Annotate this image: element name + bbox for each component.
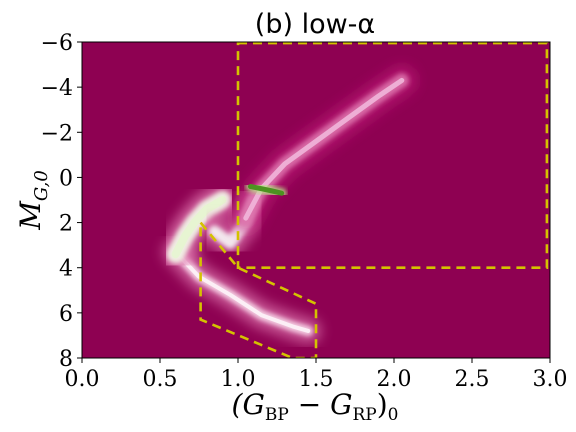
y-tick-label: 8 [59, 347, 73, 372]
x-axis-label: (GBP − GRP)0 [232, 388, 399, 425]
y-tick-label: 0 [59, 166, 73, 191]
y-tick-label: 4 [59, 257, 73, 282]
main-sequence-density [162, 238, 322, 344]
y-axis-ticks: −6 −4 −2 0 2 4 6 8 [41, 31, 82, 372]
x-tick-label: 3.0 [533, 367, 568, 392]
y-tick-label: −4 [41, 76, 73, 101]
y-tick-label: −2 [41, 121, 73, 146]
density-layer [158, 65, 417, 344]
y-axis-label: MG,0 [14, 170, 52, 231]
x-tick-label: 2.0 [377, 367, 412, 392]
red-clump-density [245, 181, 287, 199]
plot-background [82, 42, 550, 358]
selection-regions [199, 42, 549, 358]
dwarf-selection-parallelogram [199, 218, 318, 358]
x-tick-label: 0.0 [65, 367, 100, 392]
y-tick-label: 6 [59, 302, 73, 327]
x-tick-label: 0.5 [143, 367, 178, 392]
x-tick-label: 1.5 [299, 367, 334, 392]
y-tick-label: 2 [59, 212, 73, 237]
x-tick-label: 2.5 [455, 367, 490, 392]
chart-title: (b) low-α [255, 9, 375, 40]
x-axis-ticks: 0.0 0.5 1.0 1.5 2.0 2.5 3.0 [65, 358, 568, 392]
giant-selection-box [236, 42, 549, 270]
x-tick-label: 1.0 [221, 367, 256, 392]
turnoff-density [158, 183, 240, 272]
y-tick-label: −6 [41, 31, 73, 56]
